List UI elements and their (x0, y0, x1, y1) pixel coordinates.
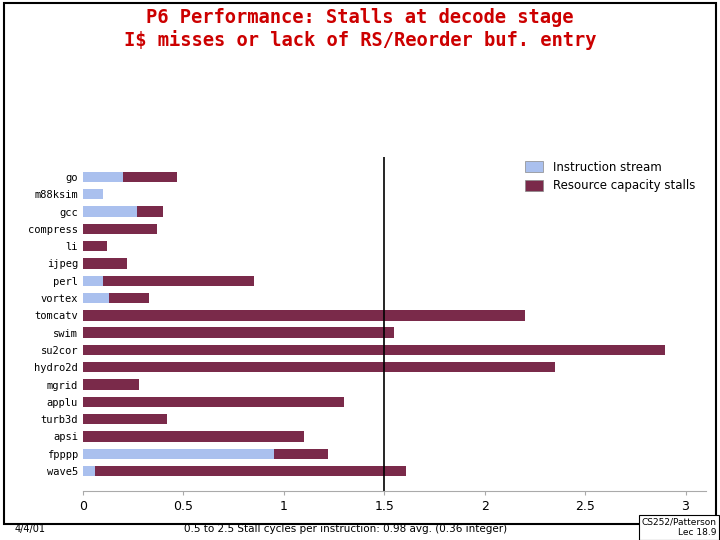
Bar (83, 310, 525, 321)
Bar (83, 379, 139, 390)
Bar (83, 206, 137, 217)
Bar (83, 362, 555, 373)
Text: P6 Performance: Stalls at decode stage: P6 Performance: Stalls at decode stage (146, 8, 574, 27)
Bar (83, 327, 395, 338)
Legend: Instruction stream, Resource capacity stalls: Instruction stream, Resource capacity st… (521, 156, 700, 197)
Text: 4/4/01: 4/4/01 (14, 523, 45, 534)
Bar (83, 241, 107, 251)
Bar (95, 466, 406, 476)
Text: 0.5 to 2.5 Stall cycles per instruction: 0.98 avg. (0.36 integer): 0.5 to 2.5 Stall cycles per instruction:… (184, 523, 507, 534)
Bar (83, 189, 103, 199)
Bar (83, 431, 304, 442)
Bar (83, 293, 109, 303)
Bar (83, 449, 274, 459)
Bar (83, 275, 103, 286)
Bar (83, 466, 95, 476)
Bar (137, 206, 163, 217)
Bar (83, 345, 665, 355)
Bar (83, 172, 123, 182)
Text: I$ misses or lack of RS/Reorder buf. entry: I$ misses or lack of RS/Reorder buf. ent… (124, 30, 596, 50)
Bar (274, 449, 328, 459)
Bar (83, 258, 127, 269)
Text: CS252/Patterson
Lec 18.9: CS252/Patterson Lec 18.9 (642, 518, 716, 537)
Bar (123, 172, 177, 182)
Bar (83, 414, 167, 424)
Bar (83, 224, 157, 234)
Bar (83, 397, 344, 407)
Bar (109, 293, 149, 303)
Bar (103, 275, 253, 286)
